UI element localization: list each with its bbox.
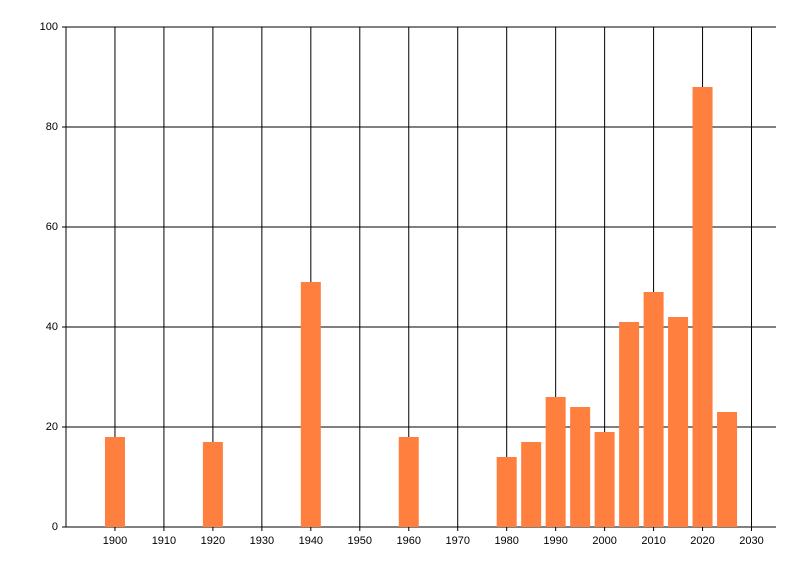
bar — [619, 322, 640, 527]
x-tick-label: 2000 — [592, 535, 616, 547]
x-tick-label: 1960 — [397, 535, 421, 547]
x-tick-label: 2010 — [641, 535, 665, 547]
y-tick-label: 0 — [52, 521, 58, 533]
x-tick-label: 1980 — [494, 535, 518, 547]
bar — [594, 432, 615, 527]
bar — [300, 282, 321, 527]
x-tick-label: 1970 — [445, 535, 469, 547]
x-tick-label: 1990 — [543, 535, 567, 547]
x-tick-label: 1900 — [103, 535, 127, 547]
x-tick-label: 1950 — [348, 535, 372, 547]
y-tick-label: 40 — [46, 321, 58, 333]
x-tick-label: 2020 — [690, 535, 714, 547]
bar — [668, 317, 689, 527]
bar — [717, 412, 738, 527]
y-tick-label: 100 — [40, 21, 58, 33]
bar — [202, 442, 223, 527]
x-tick-label: 2030 — [739, 535, 763, 547]
bar — [545, 397, 566, 527]
x-tick-label: 1910 — [152, 535, 176, 547]
y-tick-label: 60 — [46, 221, 58, 233]
y-tick-label: 80 — [46, 121, 58, 133]
bar — [692, 87, 713, 527]
bar — [643, 292, 664, 527]
bar — [521, 442, 542, 527]
x-tick-label: 1930 — [250, 535, 274, 547]
y-tick-label: 20 — [46, 421, 58, 433]
bar — [496, 457, 517, 527]
bar — [104, 437, 125, 527]
x-tick-label: 1920 — [201, 535, 225, 547]
bar — [570, 407, 591, 527]
x-tick-label: 1940 — [299, 535, 323, 547]
bar — [398, 437, 419, 527]
